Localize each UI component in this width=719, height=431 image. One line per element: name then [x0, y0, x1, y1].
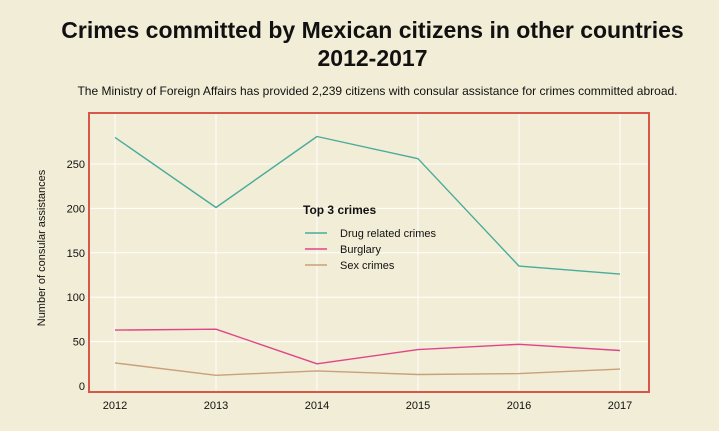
chart-title: Crimes committed by Mexican citizens in …	[0, 16, 719, 72]
legend-label: Drug related crimes	[340, 228, 436, 240]
y-tick-label: 100	[67, 292, 85, 304]
chart-title-line-1: Crimes committed by Mexican citizens in …	[61, 17, 684, 43]
legend-label: Burglary	[340, 244, 381, 256]
chart-subtitle: The Ministry of Foreign Affairs has prov…	[77, 84, 678, 98]
plot-frame	[88, 112, 650, 393]
series-line-sex-crimes	[114, 362, 621, 376]
chart-title-line-2: 2012-2017	[317, 45, 428, 71]
y-tick-label: 150	[67, 248, 85, 260]
x-tick-label: 2017	[608, 400, 632, 412]
y-axis-label: Number of consular assistances	[36, 169, 48, 326]
x-tick-label: 2013	[204, 400, 228, 412]
legend-title: Top 3 crimes	[303, 203, 376, 217]
y-tick-label: 50	[73, 337, 85, 349]
legend-label: Sex crimes	[340, 260, 395, 272]
x-tick-label: 2016	[507, 400, 531, 412]
x-tick-label: 2015	[406, 400, 430, 412]
y-tick-label: 200	[67, 203, 85, 215]
y-tick-label: 0	[79, 381, 85, 393]
x-tick-label: 2014	[305, 400, 329, 412]
x-tick-label: 2012	[103, 400, 127, 412]
series-line-drug-related-crimes	[114, 135, 621, 275]
y-tick-label: 250	[67, 159, 85, 171]
series-line-burglary	[114, 328, 621, 365]
